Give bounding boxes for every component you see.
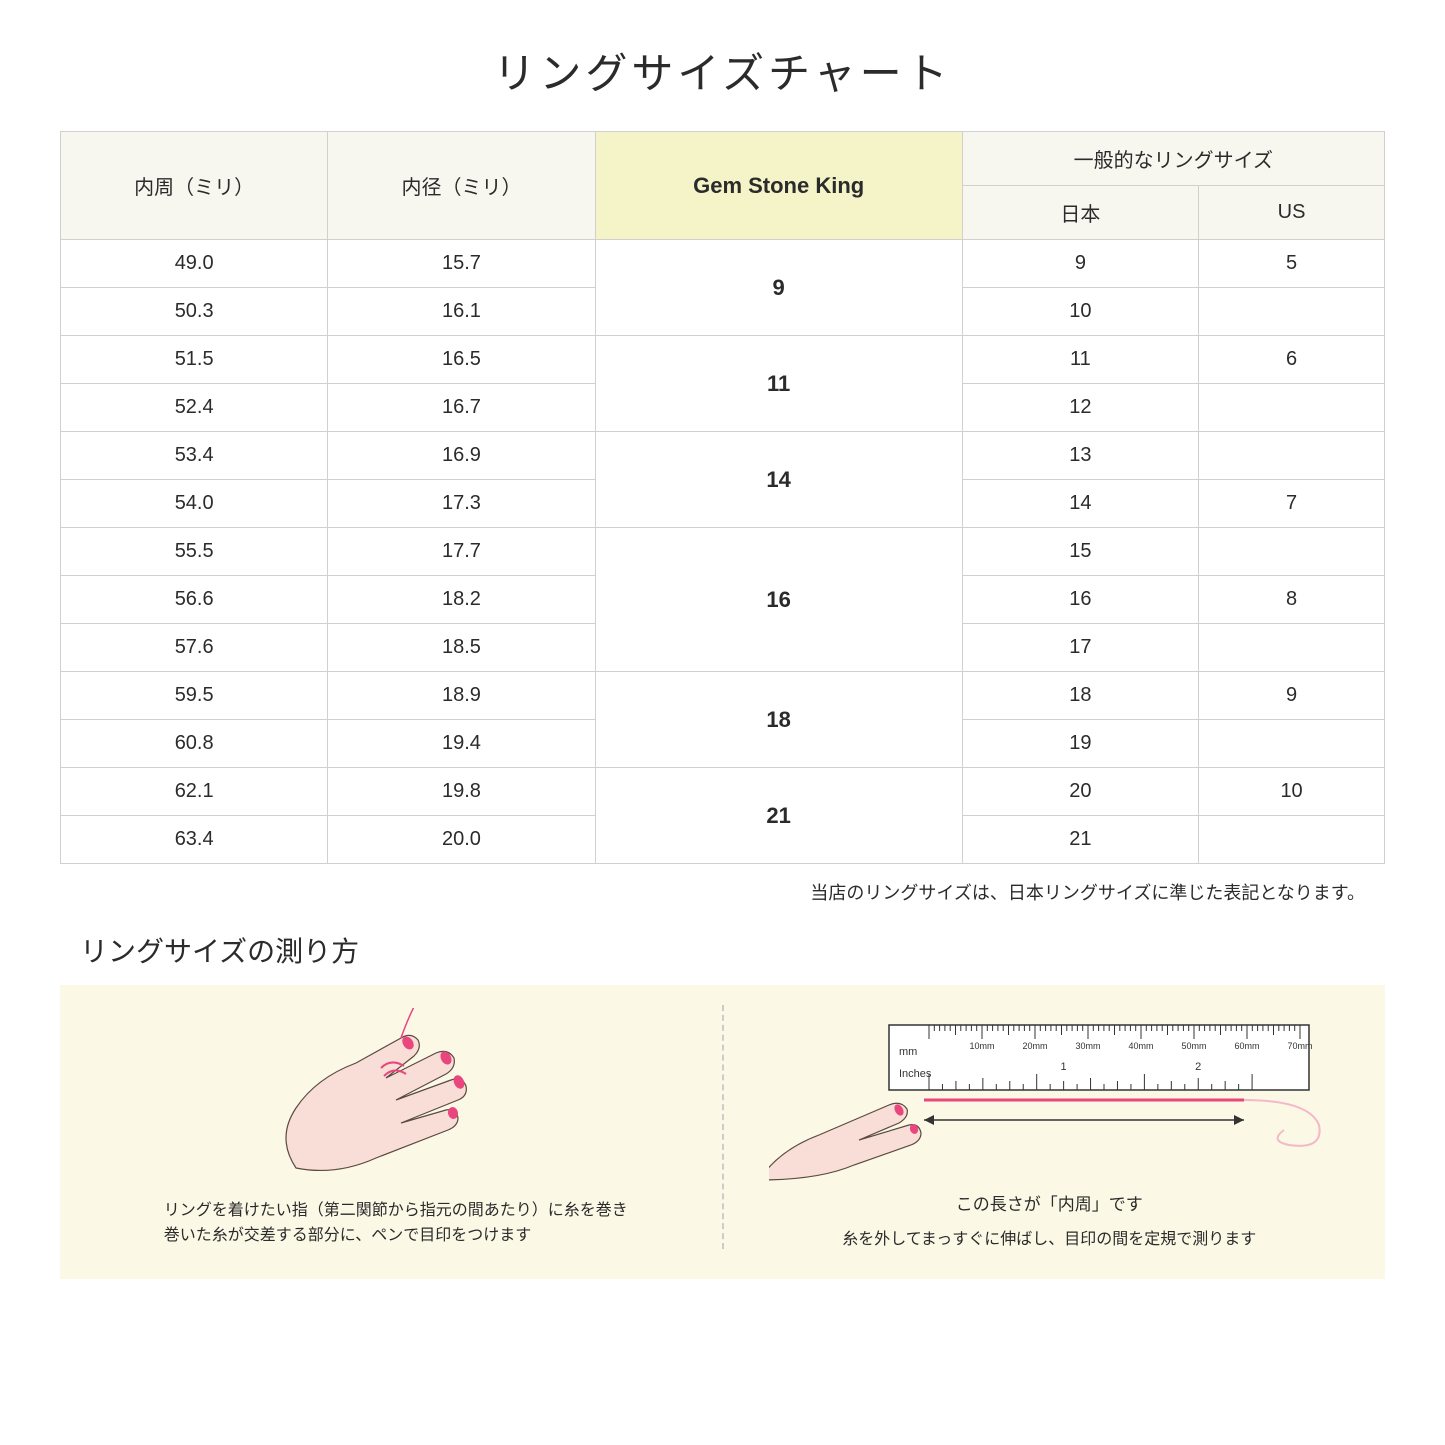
cell-jp: 15 [962,528,1198,576]
cell-diam: 19.8 [328,768,595,816]
cell-diam: 16.7 [328,384,595,432]
cell-us: 9 [1199,672,1385,720]
cell-jp: 10 [962,288,1198,336]
howto-panel: リングを着けたい指（第二関節から指元の間あたり）に糸を巻き巻いた糸が交差する部分… [60,985,1385,1279]
ruler-mm-label: mm [899,1046,917,1058]
table-row: 62.119.8212010 [61,768,1385,816]
col-circumference: 内周（ミリ） [61,132,328,240]
cell-gsk: 18 [595,672,962,768]
cell-circ: 59.5 [61,672,328,720]
cell-gsk: 14 [595,432,962,528]
svg-text:10mm: 10mm [970,1041,995,1051]
howto-caption-1: リングを着けたい指（第二関節から指元の間あたり）に糸を巻き巻いた糸が交差する部分… [164,1198,628,1249]
cell-us [1199,816,1385,864]
cell-circ: 62.1 [61,768,328,816]
cell-gsk: 16 [595,528,962,672]
cell-diam: 17.7 [328,528,595,576]
cell-circ: 57.6 [61,624,328,672]
svg-text:50mm: 50mm [1182,1041,1207,1051]
svg-text:2: 2 [1195,1061,1201,1073]
howto-step-1: リングを着けたい指（第二関節から指元の間あたり）に糸を巻き巻いた糸が交差する部分… [90,1005,702,1249]
cell-diam: 19.4 [328,720,595,768]
cell-us: 7 [1199,480,1385,528]
cell-jp: 17 [962,624,1198,672]
ruler-measure-label: この長さが「内周」です [956,1190,1143,1215]
cell-us [1199,720,1385,768]
cell-jp: 20 [962,768,1198,816]
cell-diam: 17.3 [328,480,595,528]
cell-diam: 16.5 [328,336,595,384]
cell-circ: 55.5 [61,528,328,576]
howto-title: リングサイズの測り方 [60,930,1385,970]
ring-size-table: 内周（ミリ） 内径（ミリ） Gem Stone King 一般的なリングサイズ … [60,131,1385,864]
cell-jp: 21 [962,816,1198,864]
hand-wrap-illustration [90,1008,702,1188]
cell-us: 5 [1199,240,1385,288]
table-row: 49.015.7995 [61,240,1385,288]
svg-text:30mm: 30mm [1076,1041,1101,1051]
svg-text:20mm: 20mm [1023,1041,1048,1051]
col-us: US [1199,186,1385,240]
cell-circ: 49.0 [61,240,328,288]
cell-circ: 54.0 [61,480,328,528]
cell-jp: 12 [962,384,1198,432]
cell-us: 6 [1199,336,1385,384]
howto-step-2: mm Inches 10mm 20mm 30mm 40mm 50mm 60mm 70mm 1… [744,1005,1356,1249]
cell-gsk: 21 [595,768,962,864]
col-diameter: 内径（ミリ） [328,132,595,240]
ruler-inches-label: Inches [899,1068,932,1080]
cell-circ: 51.5 [61,336,328,384]
cell-jp: 9 [962,240,1198,288]
svg-text:1: 1 [1061,1061,1067,1073]
cell-us [1199,288,1385,336]
cell-diam: 18.9 [328,672,595,720]
col-gsk: Gem Stone King [595,132,962,240]
cell-us [1199,432,1385,480]
page-title: リングサイズチャート [60,40,1385,101]
cell-circ: 52.4 [61,384,328,432]
cell-diam: 16.9 [328,432,595,480]
cell-jp: 16 [962,576,1198,624]
table-note: 当店のリングサイズは、日本リングサイズに準じた表記となります。 [60,879,1385,905]
cell-diam: 18.2 [328,576,595,624]
cell-jp: 14 [962,480,1198,528]
table-row: 59.518.918189 [61,672,1385,720]
cell-diam: 16.1 [328,288,595,336]
cell-jp: 13 [962,432,1198,480]
col-japan: 日本 [962,186,1198,240]
cell-us: 10 [1199,768,1385,816]
howto-caption-2: 糸を外してまっすぐに伸ばし、目印の間を定規で測ります [842,1225,1256,1249]
howto-divider [722,1005,724,1249]
table-row: 55.517.71615 [61,528,1385,576]
cell-diam: 15.7 [328,240,595,288]
cell-us [1199,528,1385,576]
cell-jp: 18 [962,672,1198,720]
cell-diam: 18.5 [328,624,595,672]
cell-circ: 50.3 [61,288,328,336]
cell-us: 8 [1199,576,1385,624]
table-row: 51.516.511116 [61,336,1385,384]
cell-gsk: 11 [595,336,962,432]
svg-text:70mm: 70mm [1288,1041,1313,1051]
ruler-illustration: mm Inches 10mm 20mm 30mm 40mm 50mm 60mm 70mm 1… [744,1005,1356,1185]
cell-gsk: 9 [595,240,962,336]
svg-text:60mm: 60mm [1235,1041,1260,1051]
cell-jp: 19 [962,720,1198,768]
cell-diam: 20.0 [328,816,595,864]
cell-circ: 56.6 [61,576,328,624]
cell-circ: 63.4 [61,816,328,864]
col-general: 一般的なリングサイズ [962,132,1384,186]
cell-circ: 60.8 [61,720,328,768]
cell-us [1199,384,1385,432]
cell-jp: 11 [962,336,1198,384]
table-row: 53.416.91413 [61,432,1385,480]
svg-text:40mm: 40mm [1129,1041,1154,1051]
cell-circ: 53.4 [61,432,328,480]
cell-us [1199,624,1385,672]
